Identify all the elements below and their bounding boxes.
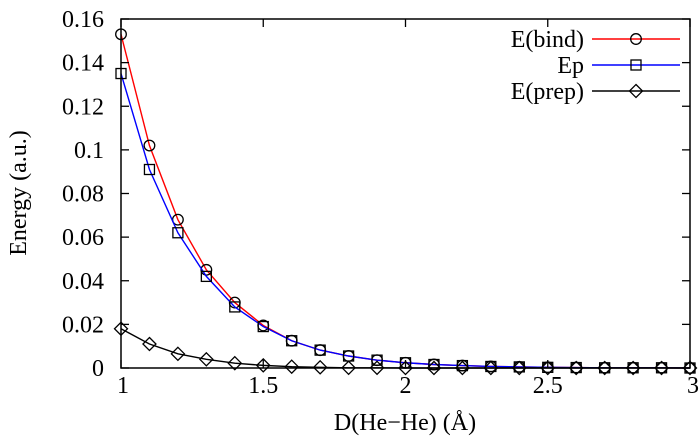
legend-label: Ep [557,53,584,79]
data-point-diamond [142,336,157,352]
data-point-diamond [426,360,442,376]
data-point-diamond [170,346,186,362]
x-tick-label: 2.5 [533,373,563,399]
data-point-diamond [255,357,271,373]
legend-label: E(bind) [511,27,584,53]
data-point-diamond [341,360,357,376]
plot-frame [120,18,691,369]
data-point-diamond [284,359,300,375]
axes-layer [120,18,691,369]
data-point-diamond [398,360,413,376]
data-point-diamond [454,360,470,376]
y-tick-label: 0.02 [62,312,104,338]
x-tick-label: 1.5 [248,373,278,399]
x-axis-label: D(He−He) (Å) [334,410,476,436]
data-point-diamond [654,360,669,376]
data-point-square [314,344,326,356]
y-tick-label: 0.1 [74,138,104,164]
y-axis-label: Energy (a.u.) [6,130,32,256]
data-point-diamond [682,360,698,376]
x-tick-label: 1 [117,373,129,399]
data-point-diamond [312,359,328,375]
data-point-square [229,301,241,313]
series-0 [115,28,696,374]
y-tick-label: 0.08 [62,182,104,208]
data-point-square [172,227,184,239]
tick-layer: 1 1.5 2 2.5 3 0 0.02 0.04 0.06 0.08 0.1 0.12 0.14 0.1… [62,7,699,399]
x-tick-label: 3 [687,373,699,399]
series-line [120,73,691,369]
data-point-square [428,358,440,371]
data-point-square [143,163,156,176]
data-point-diamond [369,360,385,376]
data-point-diamond [198,351,214,367]
series-1 [115,67,696,374]
legend: E(bind)EpE(prep) [511,27,680,105]
data-point-square [286,335,298,347]
data-point-diamond [625,360,641,376]
data-point-circle [143,139,156,152]
x-tick-label: 2 [400,373,412,399]
legend-marker-diamond [628,83,644,99]
legend-marker-circle [630,33,642,45]
y-tick-label: 0.14 [62,51,104,77]
data-point-diamond [227,355,243,371]
y-tick-label: 0.12 [62,94,104,120]
series-layer [113,28,698,376]
data-point-diamond [483,360,499,376]
data-point-diamond [597,360,613,376]
y-tick-label: 0.16 [62,7,104,33]
data-point-diamond [568,360,584,376]
y-tick-label: 0.06 [62,225,104,251]
data-point-square [257,320,269,333]
legend-label: E(prep) [511,79,584,105]
series-line [120,34,691,369]
y-tick-label: 0.04 [62,269,104,295]
data-point-square [371,354,383,366]
data-point-diamond [540,360,556,376]
legend-marker-square [630,59,642,71]
y-tick-label: 0 [92,356,104,382]
data-point-diamond [511,360,527,376]
data-point-square [200,270,213,283]
